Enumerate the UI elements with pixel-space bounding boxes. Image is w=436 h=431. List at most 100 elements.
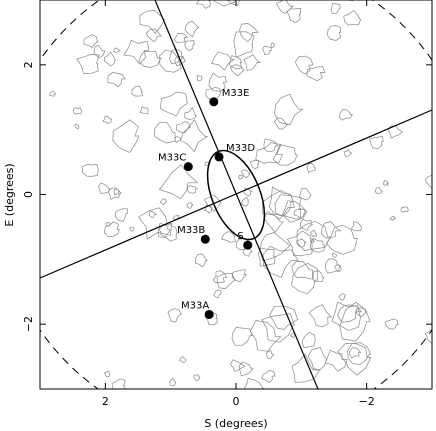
contour — [159, 164, 198, 200]
contour — [291, 261, 314, 280]
contour — [265, 350, 275, 360]
contour — [268, 186, 294, 217]
contour — [343, 148, 352, 157]
contour — [196, 0, 211, 9]
contour — [261, 313, 295, 343]
contour — [262, 45, 272, 56]
contour — [400, 206, 409, 213]
contour — [306, 66, 326, 82]
contour — [270, 42, 275, 48]
contour — [180, 119, 208, 153]
contour — [239, 361, 254, 377]
contour — [148, 210, 157, 219]
contour — [349, 347, 362, 359]
contour — [307, 347, 328, 371]
contour — [123, 39, 149, 65]
contour — [176, 121, 191, 134]
contour — [98, 182, 111, 194]
contour — [93, 45, 106, 59]
contour — [375, 187, 383, 194]
contour — [338, 293, 346, 301]
contour — [321, 221, 341, 239]
point — [214, 152, 224, 162]
contour — [308, 304, 332, 328]
contour — [212, 270, 228, 284]
major-axis-line — [154, 0, 319, 389]
contour — [187, 185, 198, 194]
contour — [257, 247, 276, 267]
contour — [261, 369, 276, 383]
contour — [326, 224, 358, 255]
contour — [241, 196, 249, 207]
contour — [173, 32, 188, 44]
point — [243, 240, 253, 250]
contour — [186, 202, 194, 209]
contour — [229, 55, 243, 70]
contour — [184, 107, 197, 120]
y-tick-label: −2 — [22, 316, 35, 332]
contour — [169, 49, 185, 65]
contours — [19, 0, 432, 403]
contour — [249, 160, 260, 170]
contour — [343, 10, 362, 26]
contour — [330, 3, 341, 15]
contour — [114, 208, 128, 222]
x-tick-label: 0 — [233, 395, 240, 408]
contour — [338, 109, 353, 121]
contour — [238, 174, 243, 180]
contour — [306, 163, 316, 173]
contour — [174, 56, 186, 67]
contour — [331, 252, 337, 258]
contour — [204, 204, 213, 214]
contour — [196, 74, 203, 82]
contour — [301, 331, 316, 349]
contour — [262, 245, 299, 278]
contour — [291, 262, 319, 295]
contour — [160, 91, 188, 117]
contour — [339, 301, 371, 342]
contour — [104, 370, 111, 378]
contour — [103, 51, 116, 67]
contour — [299, 187, 312, 201]
contour — [389, 215, 396, 221]
contour — [184, 39, 195, 52]
contour — [233, 31, 255, 58]
point-label: M33A — [181, 300, 209, 311]
contour — [19, 156, 24, 161]
contour — [34, 92, 38, 96]
point-label: M33E — [222, 88, 250, 99]
contour — [169, 378, 177, 387]
contour — [226, 0, 241, 7]
contour — [337, 343, 372, 376]
contour — [347, 342, 372, 365]
y-tick-label: 2 — [22, 61, 35, 68]
contour — [274, 194, 302, 223]
contour — [240, 169, 251, 179]
contour — [369, 135, 384, 149]
contour — [424, 329, 432, 344]
contour — [334, 264, 342, 273]
disk-ellipse — [206, 149, 266, 241]
contour — [274, 93, 304, 125]
contour — [384, 318, 399, 330]
contour — [103, 221, 120, 238]
contour — [76, 54, 100, 74]
contour — [327, 25, 342, 41]
contour — [159, 49, 182, 73]
contour — [184, 20, 200, 38]
contour — [107, 71, 126, 88]
contour — [193, 374, 201, 382]
point — [209, 97, 219, 107]
contour — [159, 198, 167, 206]
contour — [299, 218, 314, 231]
contour — [221, 231, 236, 243]
contour — [167, 308, 182, 323]
contour — [312, 270, 325, 283]
contour — [213, 0, 236, 7]
contour — [102, 115, 113, 124]
contour — [269, 305, 299, 330]
contour — [272, 144, 298, 166]
contour — [265, 395, 275, 403]
contour — [293, 208, 306, 219]
contour — [324, 349, 348, 372]
